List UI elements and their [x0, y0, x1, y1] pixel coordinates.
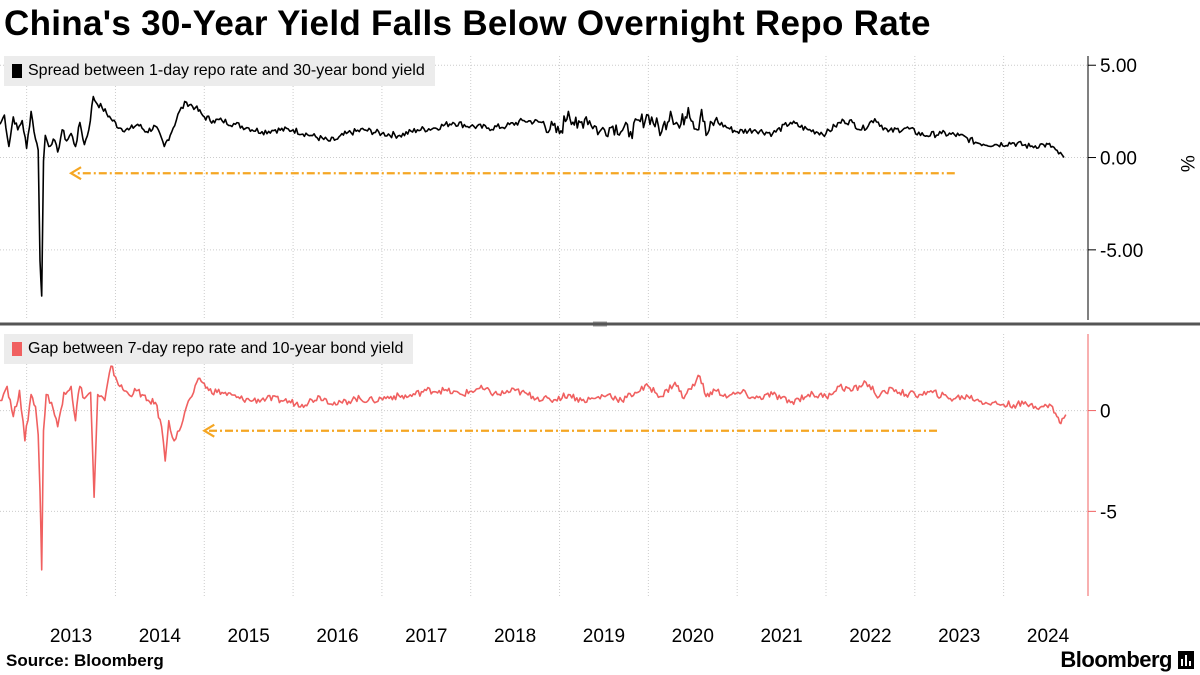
- bloomberg-logo: Bloomberg: [1060, 647, 1194, 673]
- x-tick-label: 2019: [583, 626, 625, 647]
- x-tick-label: 2017: [405, 626, 447, 647]
- bloomberg-terminal-icon: [1178, 651, 1194, 669]
- series-line-gap: [0, 365, 1067, 571]
- x-tick-label: 2018: [494, 626, 536, 647]
- y-tick-label: 0: [1100, 402, 1111, 423]
- axis-layer: 5.00 0.00 -5.00% 0 -5 2013 2014 2015 2016 2017 201…: [0, 56, 1200, 647]
- annotation-layer: [68, 166, 955, 438]
- annotation-arrow-head: [68, 166, 82, 181]
- annotation-arrow-head: [202, 423, 215, 438]
- x-tick-label: 2014: [139, 626, 182, 647]
- y-axis-unit-label: %: [1176, 155, 1197, 172]
- x-tick-label: 2023: [938, 626, 980, 647]
- x-tick-label: 2022: [849, 626, 891, 647]
- source-note: Source: Bloomberg: [6, 651, 164, 670]
- legend-top: Spread between 1-day repo rate and 30-ye…: [4, 56, 435, 86]
- legend-bottom: Gap between 7-day repo rate and 10-year …: [4, 334, 414, 364]
- legend-swatch-top: [12, 64, 22, 78]
- y-tick-label: -5.00: [1100, 241, 1143, 262]
- x-tick-label: 2020: [672, 626, 714, 647]
- chart-title: China's 30-Year Yield Falls Below Overni…: [4, 4, 931, 43]
- grid-layer: [0, 56, 1088, 596]
- series-line-spread: [0, 95, 1065, 297]
- x-tick-label: 2024: [1027, 626, 1070, 647]
- y-tick-label: 0.00: [1100, 149, 1137, 170]
- legend-label-top: Spread between 1-day repo rate and 30-ye…: [28, 62, 425, 79]
- x-tick-label: 2021: [760, 626, 802, 647]
- series-layer: [0, 95, 1067, 571]
- y-tick-label: -5: [1100, 502, 1117, 523]
- legend-swatch-bottom: [12, 342, 22, 356]
- y-tick-label: 5.00: [1100, 56, 1137, 77]
- x-tick-label: 2016: [316, 626, 358, 647]
- brand-name: Bloomberg: [1060, 647, 1172, 672]
- x-tick-label: 2015: [228, 626, 270, 647]
- legend-label-bottom: Gap between 7-day repo rate and 10-year …: [28, 340, 404, 357]
- x-tick-label: 2013: [50, 626, 92, 647]
